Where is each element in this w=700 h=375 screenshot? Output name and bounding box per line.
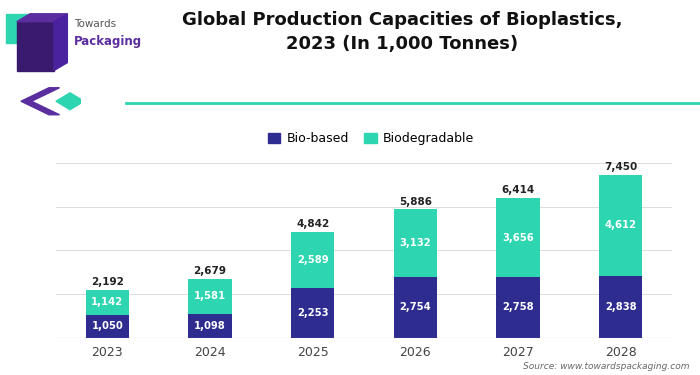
Text: Global Production Capacities of Bioplastics,
2023 (In 1,000 Tonnes): Global Production Capacities of Bioplast… xyxy=(182,11,623,53)
Text: 5,886: 5,886 xyxy=(399,196,432,207)
Text: Packaging: Packaging xyxy=(74,35,142,48)
Text: Source: www.towardspackaging.com: Source: www.towardspackaging.com xyxy=(523,362,690,371)
Text: 1,142: 1,142 xyxy=(91,297,123,307)
Polygon shape xyxy=(17,14,67,22)
Text: Towards: Towards xyxy=(74,19,116,29)
Bar xyxy=(291,288,334,338)
Text: 2,758: 2,758 xyxy=(502,302,534,312)
Text: 7,450: 7,450 xyxy=(604,162,637,172)
Text: 3,656: 3,656 xyxy=(502,232,534,243)
Text: 4,842: 4,842 xyxy=(296,219,329,230)
Text: 4,612: 4,612 xyxy=(605,220,637,230)
Text: 3,132: 3,132 xyxy=(400,238,431,248)
Text: 2,192: 2,192 xyxy=(91,277,124,287)
Polygon shape xyxy=(54,14,67,70)
Text: 2,754: 2,754 xyxy=(400,303,431,312)
Bar xyxy=(496,198,540,278)
Polygon shape xyxy=(17,22,54,70)
Bar xyxy=(599,276,642,338)
Text: 2,253: 2,253 xyxy=(297,308,328,318)
Polygon shape xyxy=(56,93,84,110)
Legend: Bio-based, Biodegradable: Bio-based, Biodegradable xyxy=(263,127,479,150)
Text: 1,581: 1,581 xyxy=(194,291,226,302)
Text: 2,589: 2,589 xyxy=(297,255,328,265)
Text: 6,414: 6,414 xyxy=(501,185,535,195)
Text: 1,098: 1,098 xyxy=(194,321,226,330)
Bar xyxy=(86,290,129,315)
Bar xyxy=(394,278,437,338)
Bar xyxy=(188,279,232,314)
Text: 2,679: 2,679 xyxy=(193,267,227,276)
Text: 1,050: 1,050 xyxy=(92,321,123,331)
Bar xyxy=(291,232,334,288)
Bar xyxy=(496,278,540,338)
Bar xyxy=(188,314,232,338)
Polygon shape xyxy=(6,14,46,43)
Polygon shape xyxy=(21,88,60,115)
Bar xyxy=(599,175,642,276)
Bar xyxy=(86,315,129,338)
Bar xyxy=(394,209,437,278)
Text: 2,838: 2,838 xyxy=(605,302,636,312)
